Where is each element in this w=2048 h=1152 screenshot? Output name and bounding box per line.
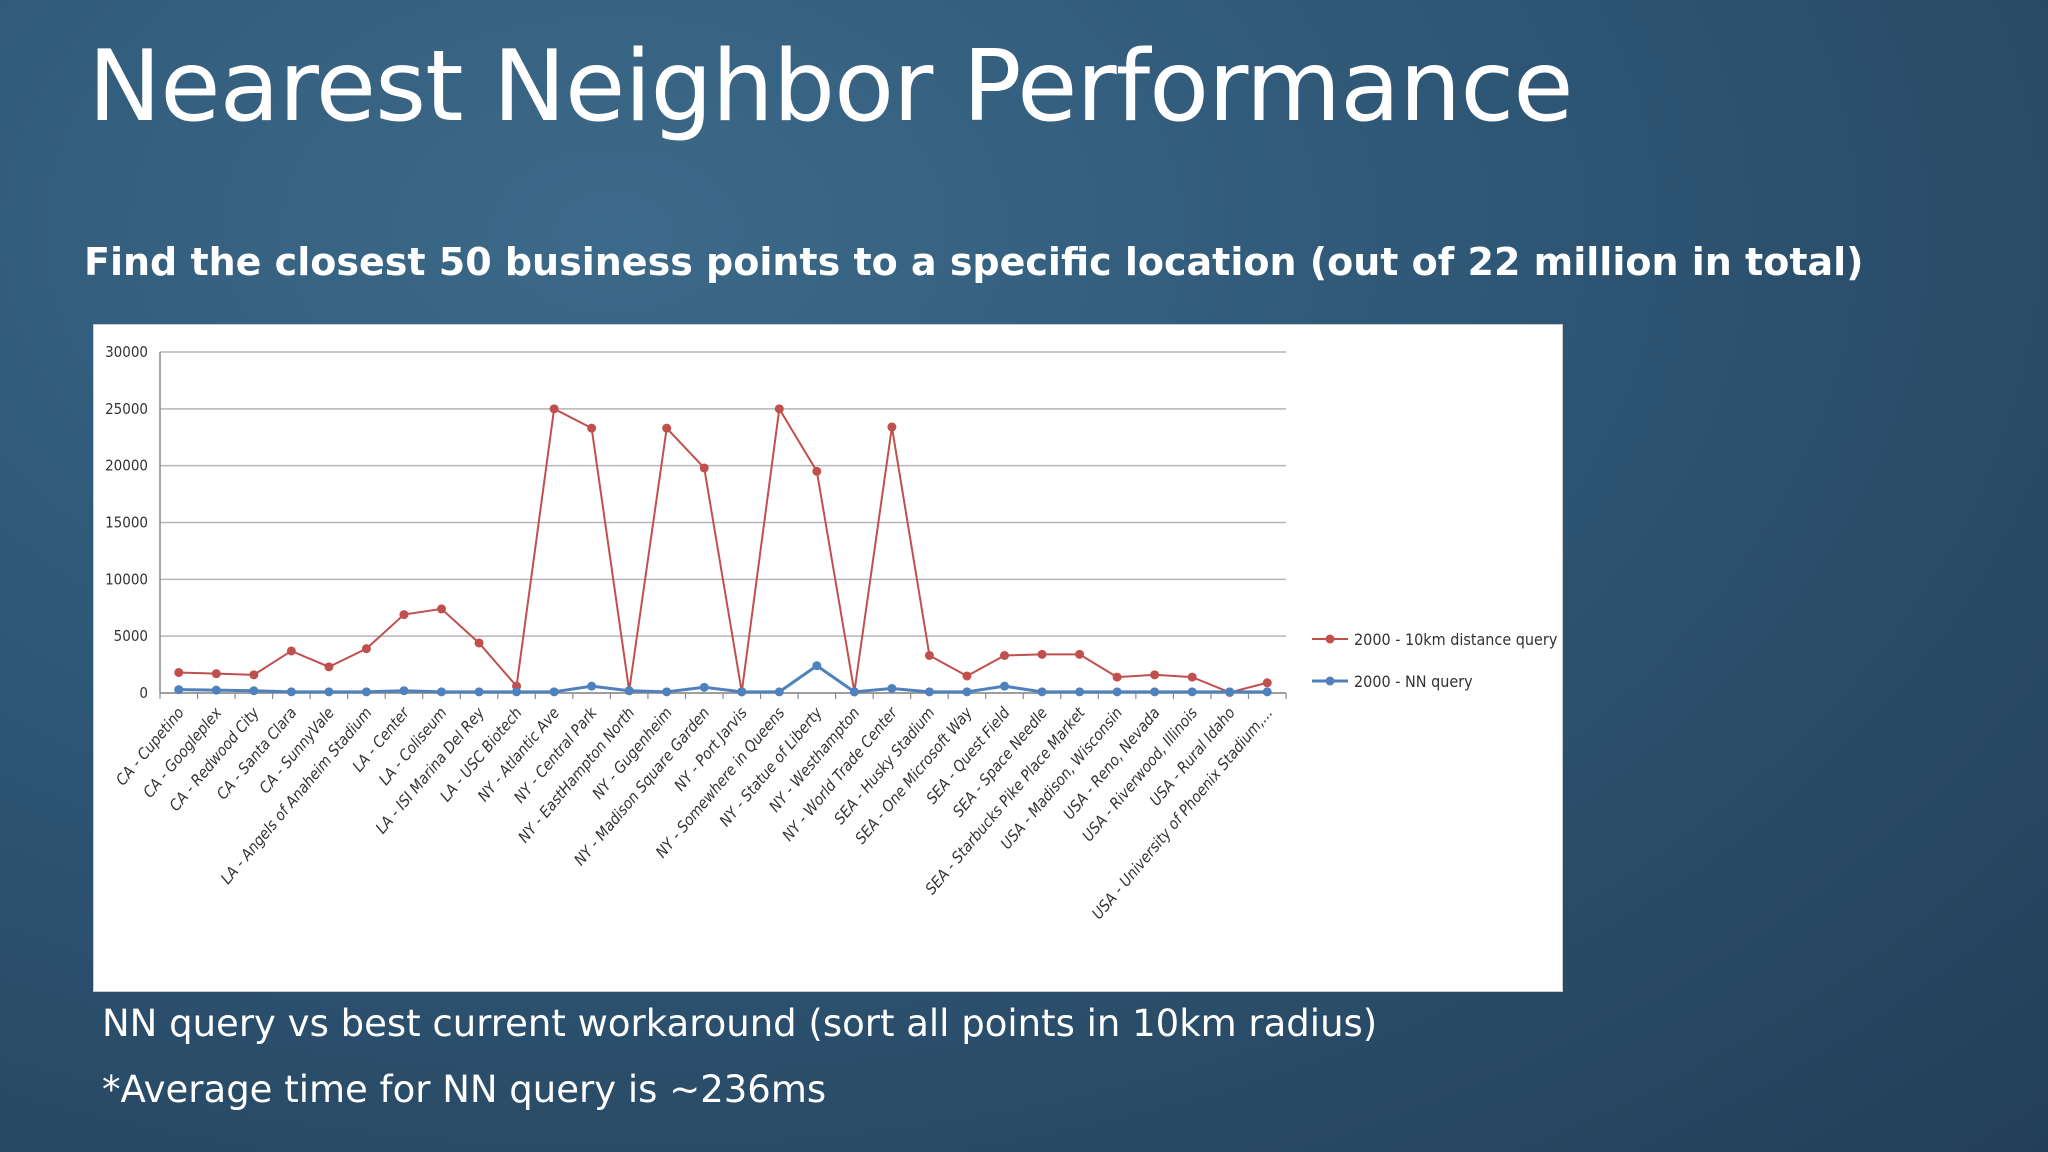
legend-entry: 2000 - NN query bbox=[1354, 672, 1473, 691]
data-point bbox=[774, 404, 784, 414]
data-point bbox=[1262, 678, 1272, 688]
data-point bbox=[1112, 687, 1122, 697]
y-tick-label: 25000 bbox=[105, 400, 148, 418]
data-point bbox=[399, 686, 409, 696]
data-point bbox=[1225, 687, 1235, 697]
data-point bbox=[887, 422, 897, 432]
data-point bbox=[1150, 687, 1160, 697]
data-point bbox=[249, 686, 259, 696]
data-point bbox=[474, 687, 484, 697]
data-point bbox=[924, 687, 934, 697]
data-point bbox=[1075, 649, 1085, 659]
data-point bbox=[437, 687, 446, 697]
data-point bbox=[962, 687, 972, 697]
data-point bbox=[211, 669, 221, 679]
data-point bbox=[1262, 687, 1272, 697]
legend-swatch-marker bbox=[1325, 634, 1335, 644]
series-line bbox=[178, 405, 1268, 694]
slide-title: Nearest Neighbor Performance bbox=[88, 30, 1573, 144]
y-tick-label: 15000 bbox=[105, 514, 148, 532]
data-point bbox=[1000, 650, 1009, 660]
data-point bbox=[1150, 670, 1160, 680]
data-point bbox=[587, 423, 597, 433]
data-point bbox=[962, 671, 972, 681]
data-point bbox=[249, 670, 259, 680]
y-tick-label: 0 bbox=[139, 684, 148, 702]
data-point bbox=[549, 687, 559, 697]
data-point bbox=[812, 661, 822, 671]
data-point bbox=[924, 650, 934, 660]
data-point bbox=[286, 687, 296, 697]
data-point bbox=[774, 687, 784, 697]
data-point bbox=[324, 687, 334, 697]
y-tick-label: 30000 bbox=[105, 343, 148, 361]
y-tick-label: 5000 bbox=[114, 627, 148, 645]
data-point bbox=[174, 668, 184, 678]
note-average-time: *Average time for NN query is ~236ms bbox=[102, 1068, 827, 1111]
data-point bbox=[699, 682, 709, 692]
series-line bbox=[178, 663, 1268, 694]
data-point bbox=[812, 466, 822, 476]
data-point bbox=[474, 638, 484, 648]
y-tick-label: 10000 bbox=[105, 570, 148, 588]
data-point bbox=[887, 683, 897, 693]
data-point bbox=[1112, 672, 1122, 682]
data-point bbox=[662, 423, 672, 433]
note-comparison: NN query vs best current workaround (sor… bbox=[102, 1002, 1378, 1045]
data-point bbox=[324, 662, 334, 672]
data-point bbox=[699, 463, 709, 473]
data-point bbox=[587, 681, 597, 691]
data-point bbox=[211, 685, 221, 695]
data-point bbox=[1037, 687, 1047, 697]
data-point bbox=[549, 404, 559, 414]
data-point bbox=[1075, 687, 1085, 697]
data-point bbox=[437, 604, 446, 614]
data-point bbox=[662, 687, 672, 697]
data-point bbox=[1187, 672, 1197, 682]
data-point bbox=[399, 610, 409, 620]
chart-container: 0 5000 10000 15000 20000 25000 30000 CA - Cupet… bbox=[93, 324, 1563, 992]
data-point bbox=[361, 687, 371, 697]
data-point bbox=[737, 687, 747, 697]
data-point bbox=[286, 646, 296, 656]
data-point bbox=[361, 644, 371, 654]
data-point bbox=[174, 685, 184, 695]
data-point bbox=[1187, 687, 1197, 697]
data-point bbox=[624, 686, 634, 696]
slide-subtitle: Find the closest 50 business points to a… bbox=[84, 240, 1864, 284]
data-point bbox=[1000, 681, 1009, 691]
data-point bbox=[1037, 649, 1047, 659]
data-point bbox=[512, 687, 522, 697]
data-point bbox=[849, 687, 859, 697]
y-tick-label: 20000 bbox=[105, 457, 148, 475]
legend-swatch-marker bbox=[1325, 676, 1335, 686]
legend-entry: 2000 - 10km distance query bbox=[1354, 630, 1558, 649]
